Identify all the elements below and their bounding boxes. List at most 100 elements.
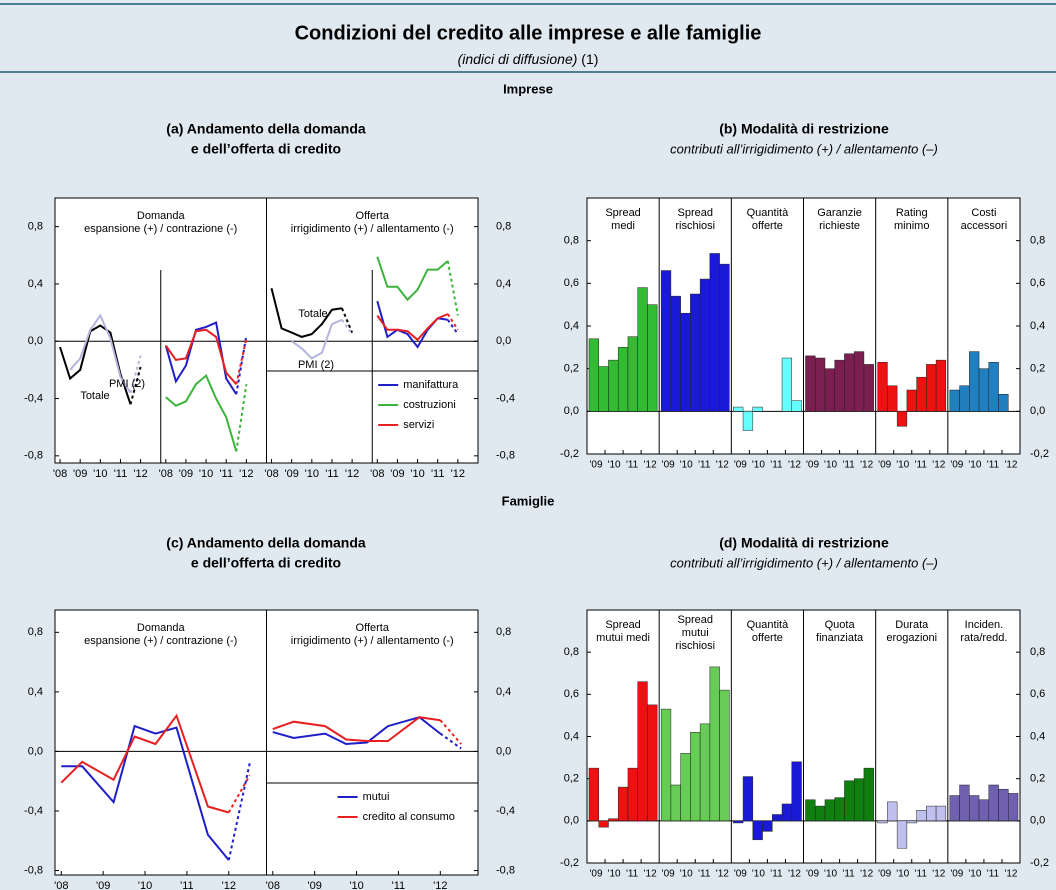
bar [733,406,744,412]
x-tick-label: '12 [932,460,945,471]
bar [608,359,619,412]
bar [814,357,826,412]
x-tick-label: '11 [392,880,406,890]
chart-subtitle: contributi all’irrigidimento (+) / allen… [670,555,938,570]
group-label: minimo [894,220,929,232]
x-tick-label: '11 [325,468,339,480]
y2-tick-label: -0,2 [1030,448,1049,460]
series-label: Totale [80,390,109,402]
x-tick-label: '09 [806,869,819,880]
x-tick-label: '12 [716,460,729,471]
bar [752,406,763,412]
group-label: erogazioni [886,632,937,644]
x-tick-label: '12 [433,880,447,890]
bar [877,362,888,412]
group-label: Garanzie [817,207,862,219]
y2-tick-label: 0,4 [1030,320,1045,332]
series-line [270,287,343,338]
y-tick-label: 0,4 [564,320,579,332]
bar [978,368,990,412]
x-tick-label: '12 [345,468,359,480]
x-tick-label: '11 [626,460,639,471]
chart-title: (c) Andamento della domanda [166,535,366,551]
x-tick-label: '10 [199,468,213,480]
x-tick-label: '09 [179,468,193,480]
x-tick-label: '10 [410,468,424,480]
group-label: Rating [896,207,928,219]
bar [887,801,898,822]
x-tick-label: '09 [390,468,404,480]
bar [647,304,658,412]
forecast-line [235,335,248,395]
forecast-line [227,774,251,813]
bar [588,767,599,822]
y-tick-label: -0,2 [560,857,579,869]
y2-tick-label: 0,0 [1030,405,1045,417]
group-label: Spread [605,619,640,631]
x-tick-label: '12 [788,460,801,471]
bar [733,820,744,824]
panel-title: irrigidimento (+) / allentamento (-) [291,223,454,235]
group-label: mutui medi [596,632,650,644]
bar [877,820,888,824]
x-tick-label: '12 [932,869,945,880]
x-tick-label: '10 [680,460,693,471]
bar [637,287,648,412]
bar [617,347,629,412]
x-tick-label: '10 [896,460,909,471]
bar [863,364,874,412]
x-tick-label: '08 [266,880,280,890]
bar [853,351,865,412]
y-tick-label: 0,0 [564,405,579,417]
series-line [69,313,132,394]
x-tick-label: '10 [305,468,319,480]
x-tick-label: '09 [806,460,819,471]
y-tick-label: 0,0 [564,815,579,827]
y2-tick-label: 0,2 [1030,363,1045,375]
x-tick-label: '12 [1004,869,1017,880]
group-label: rischiosi [675,220,715,232]
bar [637,681,648,822]
y-tick-label: 0,8 [564,646,579,658]
bar [680,753,691,822]
x-tick-label: '12 [133,468,147,480]
bar [588,338,599,412]
x-tick-label: '11 [915,460,928,471]
bar [752,820,763,841]
bar [988,362,999,412]
forecast-line [439,732,462,750]
bar [959,784,970,822]
bar [670,784,681,822]
y-tick-label: 0,6 [564,688,579,700]
group-label: offerte [752,220,783,232]
x-tick-label: '09 [950,460,963,471]
series-label: PMI (2) [298,359,334,371]
forecast-line [129,366,142,405]
y2-tick-label: 0,4 [496,278,511,290]
y2-tick-label: 0,0 [496,745,511,757]
bar [906,820,917,824]
bar [906,389,917,412]
bar [680,312,691,412]
bar [690,293,701,412]
bar [660,708,672,822]
panel-title: Domanda [137,622,186,634]
y2-tick-label: 0,8 [496,221,511,233]
forecast-line [341,307,354,333]
forecast-line [341,319,353,335]
x-tick-label: '09 [878,460,891,471]
group-label: offerte [752,632,783,644]
forecast-line [439,719,462,745]
bar [805,355,816,412]
x-tick-label: '10 [680,869,693,880]
bar [978,799,990,822]
x-tick-label: '12 [451,468,465,480]
bar [627,336,638,412]
x-tick-label: '10 [752,460,765,471]
bar [781,803,793,822]
x-tick-label: '11 [180,880,194,890]
bar [670,295,681,412]
y2-tick-label: -0,4 [496,805,515,817]
figure-title: Condizioni del credito alle imprese e al… [295,22,762,44]
bar [805,799,816,822]
